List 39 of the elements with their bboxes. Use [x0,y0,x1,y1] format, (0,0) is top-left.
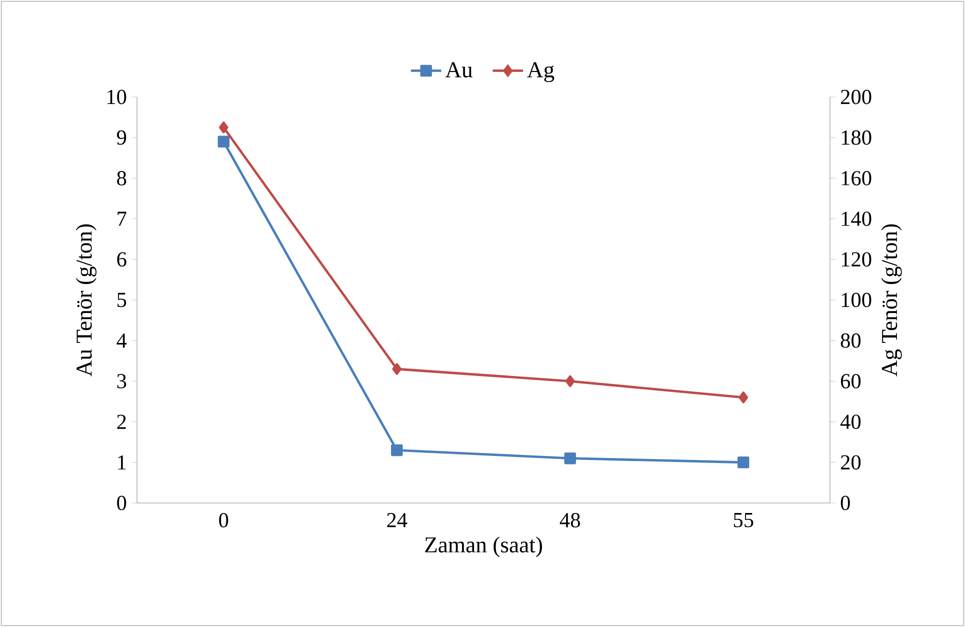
y-tick-label: 8 [117,171,126,186]
y-tick-label: 5 [118,292,126,308]
point [738,456,750,468]
y2-tick-label: 100 [842,292,872,308]
y-tick-label: 4 [116,334,127,348]
point [391,444,403,456]
y-tick-label: 1 [118,455,126,470]
y-tick-label: 9 [116,130,126,145]
y2-tick-label: 80 [840,333,861,348]
point [738,392,748,404]
x-tick-label: 55 [734,513,754,528]
point [392,363,402,375]
y-tick-label: 7 [118,212,126,226]
y2-tick-label: 20 [840,455,861,470]
legend-label: Au [445,62,472,78]
x-axis-title: Zaman (saat) [425,536,542,558]
y-tick-label: 10 [108,90,126,104]
point [564,452,576,464]
y2-tick-label: 200 [840,90,872,104]
point [218,122,228,134]
y-tick-label: 0 [117,496,126,510]
point [565,375,575,388]
y2-tick-label: 120 [842,252,872,267]
y2-axis-title: Ag Tenör (g/ton) [881,224,902,376]
x-tick-label: 24 [387,513,408,528]
y-tick-label: 3 [117,374,126,388]
y-axis-title: Au Tenör (g/ton) [76,224,96,376]
x-tick-label: 0 [219,513,228,528]
point [218,136,230,148]
y-tick-label: 6 [117,252,126,267]
x-tick-label: 48 [560,513,580,528]
y2-tick-label: 160 [842,171,872,186]
y2-tick-label: 60 [840,374,861,388]
y2-tick-label: 0 [840,496,850,510]
y2-tick-label: 40 [840,414,861,429]
y2-tick-label: 140 [842,212,872,226]
legend-label: Ag [527,62,554,82]
y2-tick-label: 180 [842,130,872,145]
y-tick-label: 2 [117,414,126,429]
